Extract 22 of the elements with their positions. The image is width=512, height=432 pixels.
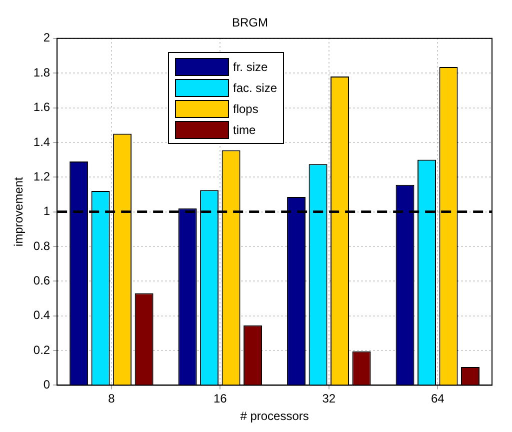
legend-label: time [233, 122, 256, 136]
y-tick-label: 0.4 [33, 308, 50, 322]
y-tick-label: 1.2 [33, 169, 50, 184]
legend-label: flops [233, 102, 258, 116]
y-tick-label: 0 [43, 378, 50, 392]
y-tick-label: 1.8 [33, 65, 50, 80]
legend-label: fac. size [233, 80, 278, 94]
y-tick-label: 2 [43, 30, 50, 45]
x-tick-label: 16 [213, 392, 228, 406]
y-tick-label: 1.4 [33, 134, 50, 149]
chart-title: BRGM [232, 16, 268, 30]
y-tick-label: 0.8 [33, 238, 50, 253]
x-tick-label: 8 [108, 392, 116, 406]
y-tick-label: 1 [43, 204, 50, 218]
y-tick-label: 0.6 [33, 273, 50, 288]
y-tick-label: 1.6 [33, 100, 50, 114]
y-axis-title: improvement [12, 176, 26, 246]
x-tick-label: 32 [322, 392, 336, 406]
y-tick-label: 0.2 [33, 342, 50, 357]
x-axis-title: # processors [240, 409, 309, 424]
legend-label: fr. size [233, 60, 268, 74]
x-tick-label: 64 [430, 392, 445, 406]
